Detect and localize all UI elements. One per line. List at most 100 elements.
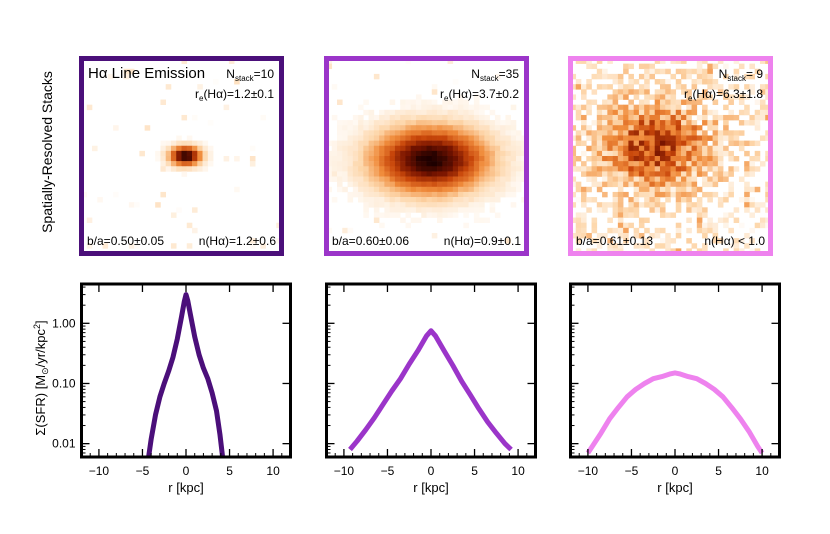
image-pixel <box>394 125 401 131</box>
image-pixel <box>515 145 522 152</box>
image-pixel <box>612 176 619 182</box>
image-pixel <box>400 135 406 141</box>
image-pixel <box>458 99 464 105</box>
image-pixel <box>463 135 469 141</box>
image-pixel <box>717 156 724 162</box>
image-pixel <box>638 202 645 208</box>
x-tick-label: 0 <box>672 464 679 478</box>
image-pixel <box>659 79 666 85</box>
image-pixel <box>738 145 745 152</box>
image-pixel <box>712 140 719 147</box>
image-pixel <box>686 120 692 126</box>
image-pixel <box>165 84 172 90</box>
image-pixel <box>326 176 333 182</box>
image-pixel <box>379 166 385 172</box>
image-pixel <box>426 181 433 188</box>
image-pixel <box>192 150 198 157</box>
image-pixel <box>633 125 640 131</box>
image-pixel <box>670 161 677 167</box>
image-pixel <box>638 130 645 136</box>
image-pixel <box>633 104 640 111</box>
x-tick-label: −5 <box>381 464 395 478</box>
image-pixel <box>575 238 582 244</box>
image-pixel <box>675 114 682 121</box>
image-pixel <box>617 140 624 147</box>
image-pixel <box>373 145 380 152</box>
image-pixel <box>326 156 333 162</box>
image-pixel <box>447 186 454 193</box>
image-pixel <box>160 145 167 152</box>
image-pixel <box>379 212 385 218</box>
image-pixel <box>400 161 406 167</box>
image-pixel <box>649 114 656 121</box>
image-pixel <box>691 140 698 147</box>
image-pixel <box>696 197 703 203</box>
image-pixel <box>373 120 380 126</box>
image-pixel <box>712 150 719 157</box>
image-pixel <box>415 125 422 131</box>
image-pixel <box>494 212 501 218</box>
image-pixel <box>437 207 443 213</box>
image-pixel <box>473 202 480 208</box>
image-pixel <box>744 202 750 208</box>
image-pixel <box>665 68 671 75</box>
image-pixel <box>749 84 756 90</box>
image-pixel <box>749 197 756 203</box>
image-pixel <box>728 212 734 218</box>
image-pixel <box>463 197 469 203</box>
image-pixel <box>181 150 188 157</box>
image-pixel <box>510 186 517 193</box>
image-pixel <box>649 191 656 198</box>
image-pixel <box>400 176 406 182</box>
image-pixel <box>654 171 661 177</box>
image-pixel <box>644 181 650 188</box>
image-pixel <box>410 176 417 182</box>
image-pixel <box>468 207 475 213</box>
image-pixel <box>623 68 629 75</box>
image-pixel <box>463 176 469 182</box>
image-pixel <box>733 58 740 64</box>
image-pixel <box>633 94 640 100</box>
image-pixel <box>379 156 385 162</box>
image-pixel <box>389 166 396 172</box>
image-pixel <box>723 171 729 177</box>
image-pixel <box>754 150 761 157</box>
image-pixel <box>160 161 167 167</box>
image-pixel <box>421 176 427 182</box>
image-pixel <box>596 135 603 141</box>
image-pixel <box>331 176 338 182</box>
image-pixel <box>717 135 724 141</box>
image-pixel <box>352 114 359 121</box>
image-pixel <box>738 176 745 182</box>
image-pixel <box>363 145 369 152</box>
image-pixel <box>696 212 703 218</box>
image-pixel <box>494 140 501 147</box>
image-pixel <box>494 166 501 172</box>
image-pixel <box>675 68 682 75</box>
image-pixel <box>442 181 448 188</box>
image-pixel <box>733 140 740 147</box>
image-pixel <box>591 161 598 167</box>
image-pixel <box>607 125 613 131</box>
image-pixel <box>665 94 671 100</box>
x-tick-label: 5 <box>471 464 478 478</box>
image-pixel <box>681 176 687 182</box>
image-pixel <box>368 114 375 121</box>
image-pixel <box>484 150 490 157</box>
image-pixel <box>405 130 412 136</box>
image-pixel <box>379 150 385 157</box>
image-pixel <box>468 150 475 157</box>
image-pixel <box>696 207 703 213</box>
image-pixel <box>596 171 603 177</box>
image-pixel <box>202 166 209 172</box>
image-pixel <box>123 68 130 75</box>
image-pixel <box>331 145 338 152</box>
image-pixel <box>400 114 406 121</box>
image-pixel <box>368 125 375 131</box>
image-pixel <box>617 120 624 126</box>
image-pixel <box>415 145 422 152</box>
image-pixel <box>405 156 412 162</box>
image-pixel <box>489 125 496 131</box>
image-pixel <box>612 109 619 116</box>
image-frame-3 <box>568 56 773 256</box>
